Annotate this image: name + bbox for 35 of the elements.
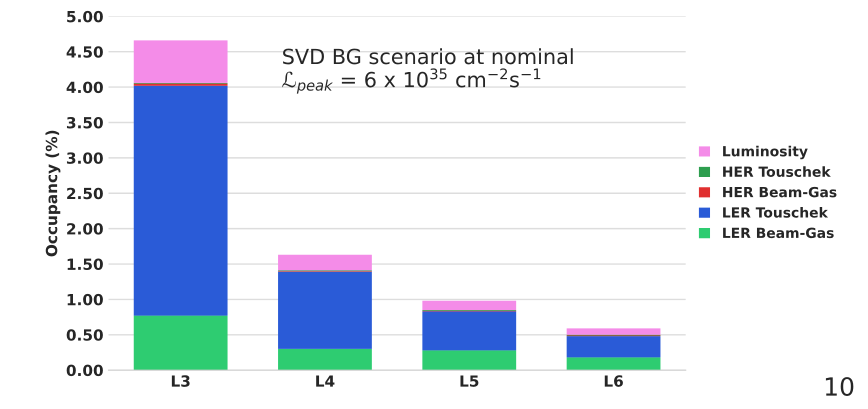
y-tick-label: 5.00 — [67, 10, 103, 22]
x-tick-label: L5 — [460, 375, 478, 387]
legend-label: HER Beam-Gas — [723, 186, 836, 198]
x-tick-label: L6 — [604, 375, 623, 387]
bar — [422, 311, 516, 350]
y-tick-label: 3.00 — [66, 152, 103, 164]
x-tick-label: L3 — [172, 375, 190, 387]
y-tick-label: 3.50 — [66, 116, 103, 129]
x-tick-label: L4 — [316, 375, 334, 387]
bar — [278, 254, 372, 270]
bar — [566, 357, 660, 370]
y-tick-label: 4.00 — [66, 82, 103, 94]
text: 10 — [826, 377, 854, 396]
y-tick-label: 0.00 — [66, 364, 103, 376]
bar — [422, 300, 516, 310]
bar — [134, 40, 228, 83]
bar — [278, 272, 372, 349]
y-tick-label: 4.50 — [66, 46, 103, 58]
bar — [278, 348, 372, 370]
y-tick-label: 1.00 — [68, 294, 103, 306]
bar — [134, 316, 228, 370]
bar — [422, 350, 516, 370]
y-tick-label: 2.00 — [67, 223, 103, 235]
y-axis-title: Occupancy (%) — [46, 130, 60, 256]
legend-label: LER Touschek — [723, 206, 828, 218]
legend-label: HER Touschek — [723, 166, 831, 177]
y-tick-label: 1.50 — [68, 258, 103, 270]
bar — [566, 328, 660, 335]
bar — [566, 336, 660, 358]
text: SVD BG scenario at nominal ℒ$_{peak}$ = 6 x 10$^{35}$ cm$^{−2}$s$^{−1}$ — [282, 48, 573, 94]
y-tick-label: 0.50 — [66, 329, 103, 341]
bar — [134, 86, 228, 316]
y-tick-label: 2.50 — [67, 188, 103, 200]
legend-label: Luminosity — [723, 146, 808, 160]
legend-label: LER Beam-Gas — [723, 228, 834, 238]
